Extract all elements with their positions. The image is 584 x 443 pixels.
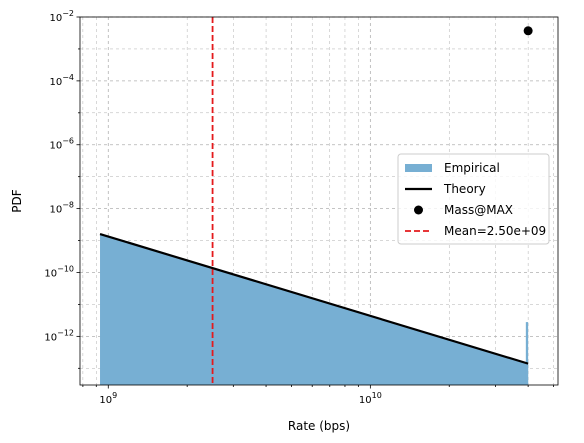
legend-label-empirical: Empirical <box>444 161 500 175</box>
legend-label-mean: Mean=2.50e+09 <box>444 224 546 238</box>
y-tick-label: 10−4 <box>49 73 74 88</box>
y-tick-label: 10−2 <box>49 9 74 24</box>
y-axis-label: PDF <box>10 189 24 212</box>
theory-line <box>99 232 529 365</box>
legend-box <box>397 153 550 245</box>
legend-label-theory: Theory <box>443 182 486 196</box>
legend-swatch-empirical <box>405 164 432 172</box>
x-axis-label: Rate (bps) <box>288 419 350 433</box>
y-tick-label: 10−10 <box>44 264 74 279</box>
mass-at-max-point <box>523 26 533 36</box>
x-tick-label: 109 <box>99 391 117 406</box>
legend-label-mass-at-max: Mass@MAX <box>444 203 513 217</box>
y-tick-label: 10−6 <box>49 137 74 152</box>
plot-marks <box>99 17 533 385</box>
y-tick-label: 10−8 <box>49 201 74 216</box>
histogram-empirical <box>100 234 529 385</box>
legend-swatch-mass-at-max <box>414 205 423 215</box>
plot-frame <box>79 16 559 386</box>
histogram-spike <box>525 322 529 385</box>
axes: 109 1010 10−12 10−10 10−8 10−6 10−4 10−2 <box>44 9 554 406</box>
y-tick-label: 10−12 <box>44 328 74 343</box>
legend: Empirical Theory Mass@MAX Mean=2.50e+09 <box>397 153 550 245</box>
x-tick-label: 1010 <box>359 391 382 406</box>
